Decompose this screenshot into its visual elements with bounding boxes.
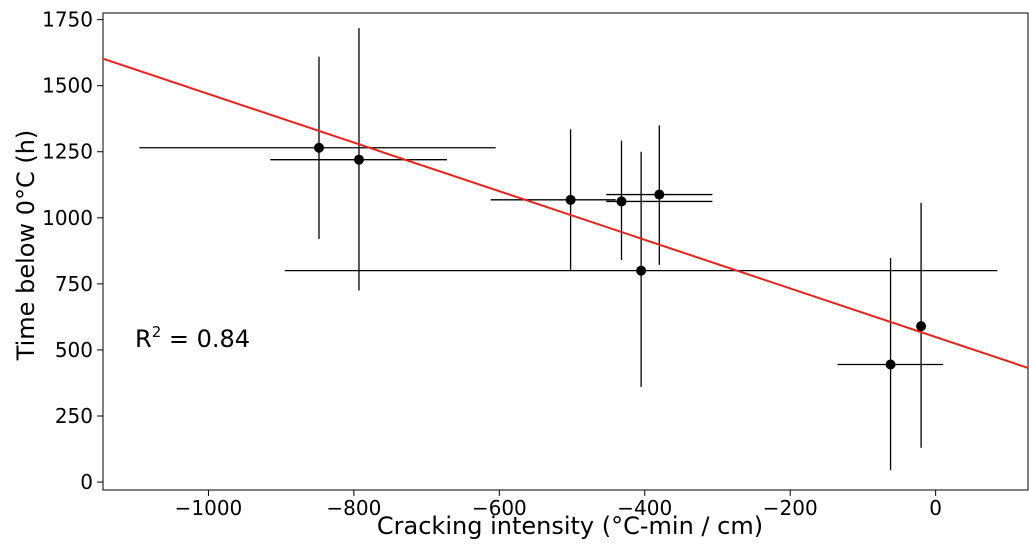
data-point	[616, 196, 627, 207]
y-tick-label: 1500	[42, 74, 93, 98]
y-tick-label: 0	[80, 470, 93, 494]
error-bars	[139, 28, 998, 471]
y-axis-label: Time below 0°C (h)	[12, 130, 40, 362]
x-tick-label: 0	[929, 496, 942, 520]
tick-labels: −1000 −800 −600 −400 −200 0 0 250 500 750 1000 1250…	[42, 8, 942, 520]
data-points	[313, 142, 927, 370]
r-squared-value: = 0.84	[161, 325, 250, 353]
x-tick-label: −1000	[175, 496, 243, 520]
x-tick-label: −600	[472, 496, 527, 520]
x-axis-label: Cracking intensity (°C-min / cm)	[377, 512, 763, 540]
x-tick-label: −200	[763, 496, 818, 520]
x-tick-label: −800	[326, 496, 381, 520]
axes	[97, 12, 1029, 496]
y-tick-label: 1000	[42, 206, 93, 230]
r-squared-superscript: 2	[152, 323, 162, 341]
y-tick-label: 750	[55, 272, 93, 296]
plot-frame	[102, 12, 1029, 491]
fit-line	[102, 57, 1029, 369]
data-point	[654, 189, 665, 200]
data-point	[916, 321, 927, 332]
r-squared-annotation: R2 = 0.84	[135, 323, 250, 353]
data-point	[885, 359, 896, 370]
y-tick-label: 500	[55, 338, 93, 362]
data-point	[565, 194, 576, 205]
fit-line-group	[102, 57, 1029, 369]
data-point	[636, 265, 647, 276]
r-squared-base: R	[135, 325, 152, 353]
y-tick-label: 1750	[42, 8, 93, 32]
data-point	[353, 154, 364, 165]
y-tick-label: 1250	[42, 140, 93, 164]
x-tick-label: −400	[617, 496, 672, 520]
data-point	[313, 142, 324, 153]
y-tick-label: 250	[55, 404, 93, 428]
